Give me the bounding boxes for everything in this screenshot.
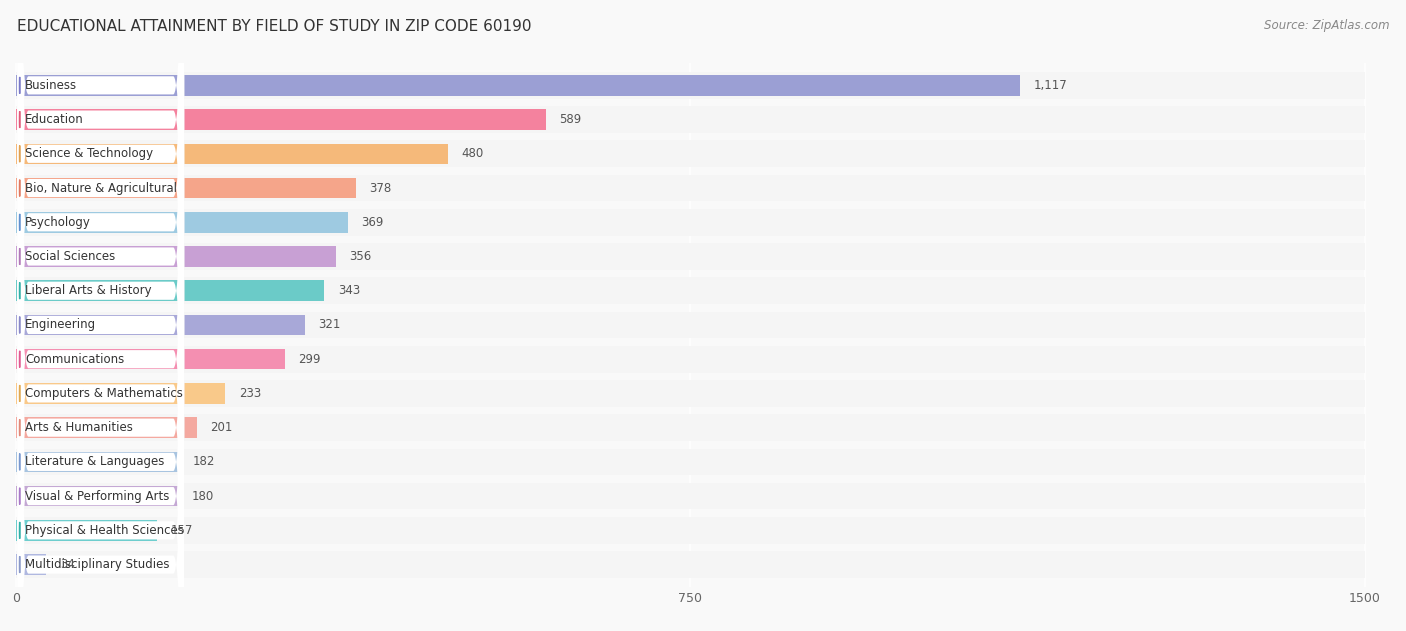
FancyBboxPatch shape [18,129,184,631]
Text: Education: Education [25,113,84,126]
Bar [15,72,1365,98]
Text: 182: 182 [193,456,215,468]
Text: 233: 233 [239,387,262,400]
Bar [15,554,46,575]
Bar [15,141,1365,167]
Text: Multidisciplinary Studies: Multidisciplinary Studies [25,558,170,571]
FancyBboxPatch shape [18,0,184,631]
Bar [15,383,225,404]
Text: Science & Technology: Science & Technology [25,147,153,160]
Text: Computers & Mathematics: Computers & Mathematics [25,387,183,400]
Bar [15,178,356,198]
Bar [15,212,347,233]
Bar [15,280,325,301]
Bar [15,75,1021,96]
Bar [15,349,285,370]
Text: Bio, Nature & Agricultural: Bio, Nature & Agricultural [25,182,177,194]
FancyBboxPatch shape [18,0,184,631]
Bar [15,315,305,335]
FancyBboxPatch shape [18,0,184,631]
Text: 589: 589 [560,113,581,126]
Text: 321: 321 [318,319,340,331]
Text: Arts & Humanities: Arts & Humanities [25,421,134,434]
Bar [15,551,1365,578]
Text: Social Sciences: Social Sciences [25,250,115,263]
Bar [15,109,546,130]
Text: EDUCATIONAL ATTAINMENT BY FIELD OF STUDY IN ZIP CODE 60190: EDUCATIONAL ATTAINMENT BY FIELD OF STUDY… [17,19,531,34]
Bar [15,483,1365,509]
Text: 299: 299 [298,353,321,366]
Text: Physical & Health Sciences: Physical & Health Sciences [25,524,184,537]
Text: 201: 201 [209,421,232,434]
Bar [15,312,1365,338]
Text: Source: ZipAtlas.com: Source: ZipAtlas.com [1264,19,1389,32]
Text: 343: 343 [337,284,360,297]
FancyBboxPatch shape [18,0,184,555]
Bar [15,520,157,541]
Text: Engineering: Engineering [25,319,97,331]
Bar [15,106,1365,133]
Bar [15,486,177,507]
Bar [15,346,1365,372]
Bar [15,415,1365,441]
Text: Visual & Performing Arts: Visual & Performing Arts [25,490,170,503]
FancyBboxPatch shape [18,0,184,487]
Bar [15,243,1365,270]
Bar [15,417,197,438]
Bar [15,209,1365,235]
Text: Literature & Languages: Literature & Languages [25,456,165,468]
FancyBboxPatch shape [18,0,184,624]
Text: 34: 34 [60,558,75,571]
Text: 157: 157 [170,524,193,537]
FancyBboxPatch shape [18,60,184,631]
FancyBboxPatch shape [18,163,184,631]
Text: 378: 378 [370,182,392,194]
Bar [15,380,1365,407]
Bar [15,278,1365,304]
FancyBboxPatch shape [18,26,184,631]
Text: 480: 480 [461,147,484,160]
Text: Communications: Communications [25,353,125,366]
Bar [15,143,447,164]
Text: Liberal Arts & History: Liberal Arts & History [25,284,152,297]
FancyBboxPatch shape [18,0,184,631]
Text: 180: 180 [191,490,214,503]
FancyBboxPatch shape [18,0,184,590]
Text: 356: 356 [350,250,371,263]
FancyBboxPatch shape [18,0,184,521]
Text: 1,117: 1,117 [1033,79,1067,92]
Bar [15,517,1365,544]
Bar [15,452,180,472]
Text: Business: Business [25,79,77,92]
Bar [15,175,1365,201]
FancyBboxPatch shape [18,95,184,631]
Text: 369: 369 [361,216,384,229]
FancyBboxPatch shape [18,0,184,631]
Bar [15,449,1365,475]
Bar [15,246,336,267]
Text: Psychology: Psychology [25,216,91,229]
